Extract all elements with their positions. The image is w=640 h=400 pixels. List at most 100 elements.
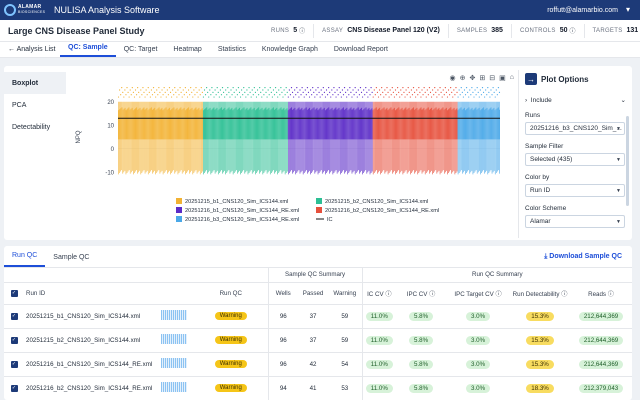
run-qc-cell: Warning xyxy=(194,304,269,329)
menu-item-boxplot[interactable]: Boxplot xyxy=(4,72,66,94)
assay-label: ASSAY xyxy=(322,27,344,34)
tab-qc-sample[interactable]: QC: Sample xyxy=(60,44,116,57)
box xyxy=(194,108,196,140)
scrollbar[interactable] xyxy=(626,116,629,206)
outlier-point xyxy=(290,87,293,89)
box xyxy=(484,109,486,140)
tab-download-report[interactable]: Download Report xyxy=(333,46,388,53)
pan-icon[interactable]: ✥ xyxy=(469,75,476,82)
include-section-toggle[interactable]: › Include ⌄ xyxy=(525,96,630,105)
table-row[interactable]: ✓ 20251216_b1_CNS120_Sim_ICS144_RE.xml War… xyxy=(4,352,632,377)
tab-knowledge-graph[interactable]: Knowledge Graph xyxy=(261,46,318,53)
table-row[interactable]: ✓ 20251215_b2_CNS120_Sim_ICS144.xml Warnin… xyxy=(4,328,632,353)
home-icon[interactable]: ⌂ xyxy=(509,74,514,81)
outlier-point xyxy=(389,89,391,91)
col-passed[interactable]: Passed xyxy=(298,282,329,305)
outlier-point xyxy=(207,91,209,93)
outlier-point xyxy=(295,94,297,96)
run-id-cell: 20251216_b1_CNS120_Sim_ICS144_RE.xml xyxy=(24,352,154,377)
box xyxy=(494,110,496,140)
color-scheme-select[interactable]: Alamar ▼ xyxy=(525,215,625,228)
box xyxy=(151,109,153,140)
outlier-point xyxy=(464,94,467,96)
autoscale-icon[interactable]: ▣ xyxy=(499,75,506,82)
col-wells[interactable]: Wells xyxy=(267,282,299,305)
box xyxy=(200,109,202,140)
outlier-point xyxy=(445,91,448,93)
table-row[interactable]: ✓ 20251215_b1_CNS120_Sim_ICS144.xml Warnin… xyxy=(4,304,632,329)
ipc-cv-cell: 5.8% xyxy=(396,376,447,400)
back-to-analysis-list-link[interactable]: ← Analysis List xyxy=(8,46,60,53)
plate-thumbnail[interactable] xyxy=(154,352,194,377)
box xyxy=(330,108,332,140)
camera-icon[interactable]: ◉ xyxy=(449,75,456,82)
box xyxy=(450,107,452,140)
tab-heatmap[interactable]: Heatmap xyxy=(173,46,202,53)
company-logo: ALAMAR BIOSCIENCES xyxy=(4,4,48,16)
plate-thumbnail[interactable] xyxy=(154,304,194,329)
legend-swatch xyxy=(176,207,182,213)
col-run-qc[interactable]: Run QC xyxy=(194,282,269,305)
box xyxy=(472,110,474,140)
tab-qc-target[interactable]: QC: Target xyxy=(123,46,158,53)
color-by-select[interactable]: Run ID ▼ xyxy=(525,184,625,197)
box xyxy=(473,109,475,140)
outlier-point xyxy=(417,94,419,96)
arrow-right-icon[interactable]: → xyxy=(525,73,537,85)
sample-filter-select[interactable]: Selected (435) ▼ xyxy=(525,153,625,166)
col-run-id[interactable]: Run ID xyxy=(24,282,154,305)
col-ipc-target-cv[interactable]: IPC Target CV ⓘ xyxy=(446,282,511,305)
row-checkbox[interactable]: ✓ xyxy=(4,304,24,329)
col-run-detectability[interactable]: Run Detectability ⓘ xyxy=(510,282,571,305)
table-row[interactable]: ✓ 20251216_b2_CNS120_Sim_ICS144_RE.xml War… xyxy=(4,376,632,400)
chevron-down-icon[interactable]: ▾ xyxy=(625,5,630,14)
plate-thumbnail[interactable] xyxy=(154,376,194,400)
zoom-in-icon[interactable]: ⊞ xyxy=(479,75,486,82)
user-email[interactable]: roffutt@alamarbio.com xyxy=(547,6,618,14)
outlier-point xyxy=(388,96,390,98)
outlier-point xyxy=(147,87,149,89)
menu-item-pca[interactable]: PCA xyxy=(12,101,27,109)
outlier-point xyxy=(415,96,417,98)
runs-select[interactable]: 20251216_b3_CNS120_Sim_... ▼ xyxy=(525,122,625,135)
run-qc-cell: Warning xyxy=(194,352,269,377)
controls-label: CONTROLS xyxy=(519,27,556,34)
box xyxy=(130,108,132,140)
tab-statistics[interactable]: Statistics xyxy=(217,46,246,53)
box xyxy=(452,108,454,140)
row-checkbox[interactable]: ✓ xyxy=(4,328,24,353)
info-icon[interactable]: ⓘ xyxy=(569,29,576,35)
outlier-point xyxy=(232,87,234,89)
logo-subtext: BIOSCIENCES xyxy=(18,10,46,14)
outlier-point xyxy=(297,91,299,93)
download-sample-qc-link[interactable]: ⤓ Download Sample QC xyxy=(544,253,622,261)
outlier-point xyxy=(151,94,154,96)
info-icon: ⓘ xyxy=(429,290,436,298)
zoom-out-icon[interactable]: ⊟ xyxy=(489,75,496,82)
box xyxy=(453,107,455,140)
box xyxy=(458,109,460,140)
tab-sample-qc[interactable]: Sample QC xyxy=(53,254,90,261)
select-all-checkbox[interactable]: ✓ xyxy=(4,282,24,305)
box xyxy=(391,109,393,140)
run-qc-cell: Warning xyxy=(194,328,269,353)
col-warning[interactable]: Warning xyxy=(328,282,363,305)
plate-thumbnail[interactable] xyxy=(154,328,194,353)
outlier-point xyxy=(161,89,163,91)
row-checkbox[interactable]: ✓ xyxy=(4,376,24,400)
box xyxy=(154,107,156,140)
box xyxy=(257,108,259,140)
menu-item-detectability[interactable]: Detectability xyxy=(12,123,51,131)
outlier-point xyxy=(353,94,355,96)
col-reads[interactable]: Reads ⓘ xyxy=(570,282,632,305)
tab-run-qc[interactable]: Run QC xyxy=(4,252,46,267)
box xyxy=(161,107,163,140)
box xyxy=(240,110,242,140)
row-checkbox[interactable]: ✓ xyxy=(4,352,24,377)
box xyxy=(410,109,412,140)
info-icon[interactable]: ⓘ xyxy=(299,29,306,35)
col-ic-cv[interactable]: IC CV ⓘ xyxy=(361,282,397,305)
outlier-point xyxy=(186,96,189,98)
zoom-icon[interactable]: ⊕ xyxy=(459,75,466,82)
col-ipc-cv[interactable]: IPC CV ⓘ xyxy=(396,282,447,305)
